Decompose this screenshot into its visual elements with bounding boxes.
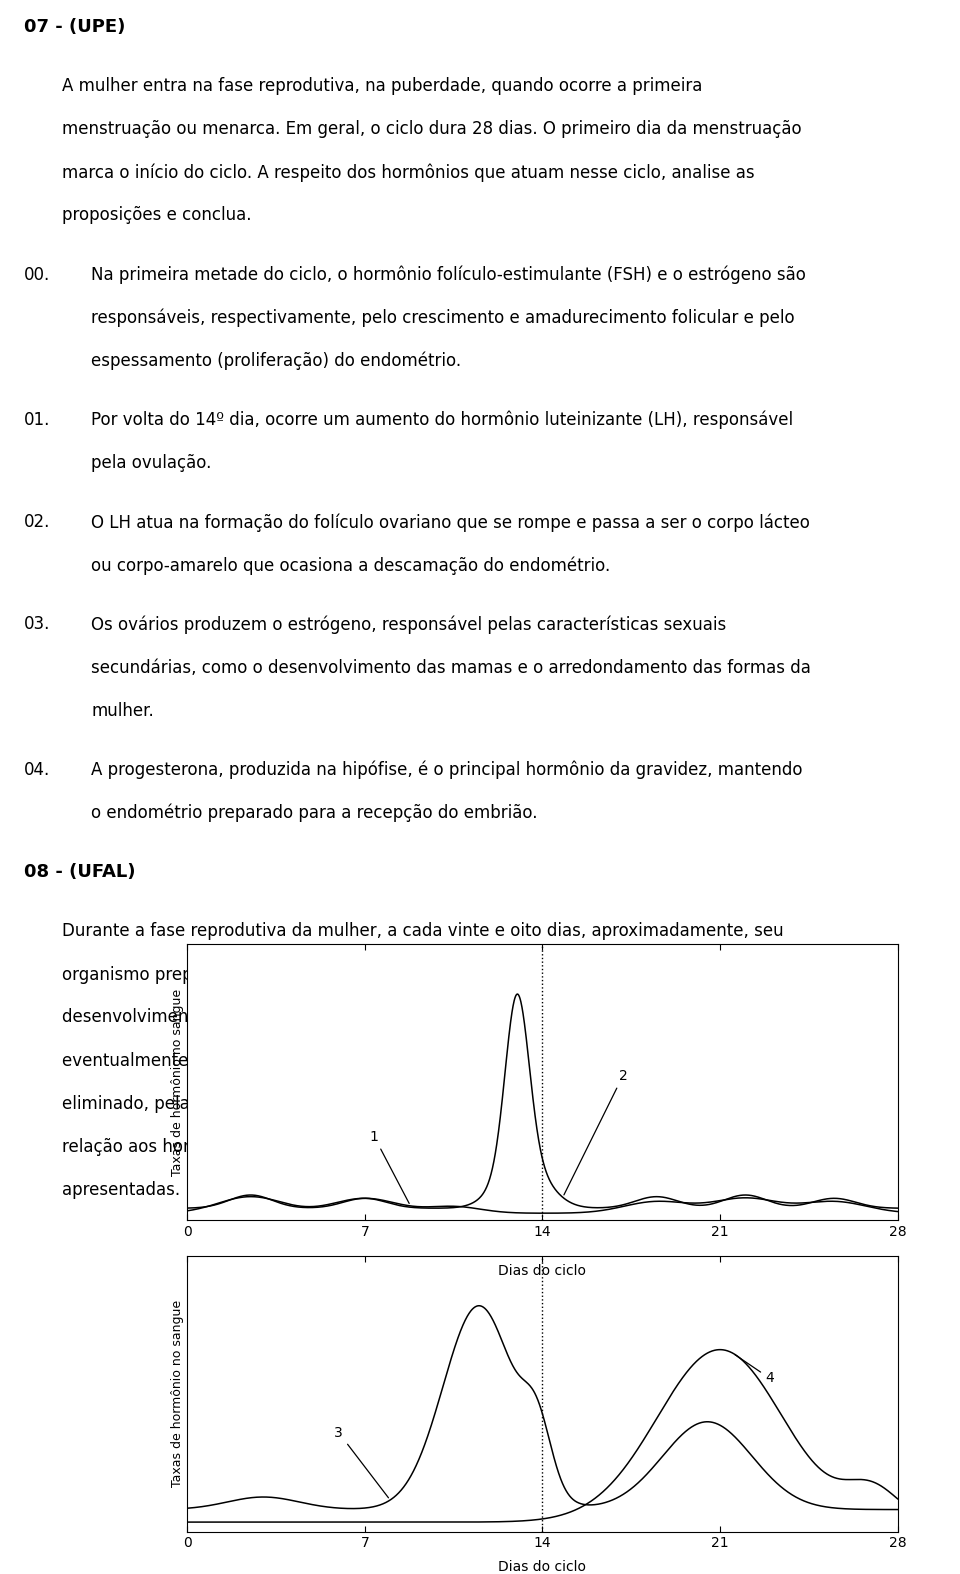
Text: Por volta do 14º dia, ocorre um aumento do hormônio luteinizante (LH), responsáv: Por volta do 14º dia, ocorre um aumento … <box>91 411 793 430</box>
Text: 02.: 02. <box>24 513 50 530</box>
Text: 00.: 00. <box>24 266 50 283</box>
Text: responsáveis, respectivamente, pelo crescimento e amadurecimento folicular e pel: responsáveis, respectivamente, pelo cres… <box>91 309 795 327</box>
Text: 03.: 03. <box>24 615 50 633</box>
Text: marca o início do ciclo. A respeito dos hormônios que atuam nesse ciclo, analise: marca o início do ciclo. A respeito dos … <box>62 164 755 181</box>
Y-axis label: Taxas de hormônio no sangue: Taxas de hormônio no sangue <box>172 1300 184 1487</box>
Text: Dias do ciclo: Dias do ciclo <box>498 1560 587 1574</box>
Text: 04.: 04. <box>24 760 50 779</box>
Text: proposições e conclua.: proposições e conclua. <box>62 206 252 225</box>
Text: 3: 3 <box>334 1426 389 1498</box>
Text: 4: 4 <box>735 1355 775 1385</box>
Text: 2: 2 <box>564 1069 627 1195</box>
Text: relação aos hormônios que participam desse processo, analise as figuras e as pro: relação aos hormônios que participam des… <box>62 1138 815 1157</box>
Y-axis label: Taxas de hormônio no sangue: Taxas de hormônio no sangue <box>172 988 184 1176</box>
Text: mulher.: mulher. <box>91 702 154 719</box>
Text: 07 - (UPE): 07 - (UPE) <box>24 17 126 36</box>
Text: secundárias, como o desenvolvimento das mamas e o arredondamento das formas da: secundárias, como o desenvolvimento das … <box>91 658 811 677</box>
Text: A mulher entra na fase reprodutiva, na puberdade, quando ocorre a primeira: A mulher entra na fase reprodutiva, na p… <box>62 77 703 94</box>
Text: pela ovulação.: pela ovulação. <box>91 453 211 472</box>
Text: desenvolvimento do revestimento da parede uterina, para receber o embrião que: desenvolvimento do revestimento da pared… <box>62 1009 744 1026</box>
Text: 08 - (UFAL): 08 - (UFAL) <box>24 863 135 881</box>
Text: A progesterona, produzida na hipófise, é o principal hormônio da gravidez, mante: A progesterona, produzida na hipófise, é… <box>91 760 803 779</box>
Text: o endométrio preparado para a recepção do embrião.: o endométrio preparado para a recepção d… <box>91 804 538 822</box>
Text: menstruação ou menarca. Em geral, o ciclo dura 28 dias. O primeiro dia da menstr: menstruação ou menarca. Em geral, o cicl… <box>62 120 802 139</box>
Text: 01.: 01. <box>24 411 50 428</box>
Text: Na primeira metade do ciclo, o hormônio folículo-estimulante (FSH) e o estrógeno: Na primeira metade do ciclo, o hormônio … <box>91 266 806 283</box>
Text: eventualmente se forme. Se a fecundação não ocorre, o revestimento do endométrio: eventualmente se forme. Se a fecundação … <box>62 1051 788 1070</box>
Text: Durante a fase reprodutiva da mulher, a cada vinte e oito dias, aproximadamente,: Durante a fase reprodutiva da mulher, a … <box>62 922 784 940</box>
Text: ou corpo-amarelo que ocasiona a descamação do endométrio.: ou corpo-amarelo que ocasiona a descamaç… <box>91 556 611 575</box>
Text: Dias do ciclo: Dias do ciclo <box>498 1264 587 1278</box>
Text: eliminado, pela menstruação, e o organismo reinicia outro ciclo de preparação. C: eliminado, pela menstruação, e o organis… <box>62 1094 765 1113</box>
Text: Os ovários produzem o estrógeno, responsável pelas características sexuais: Os ovários produzem o estrógeno, respons… <box>91 615 727 634</box>
Text: espessamento (proliferação) do endométrio.: espessamento (proliferação) do endométri… <box>91 351 462 370</box>
Text: apresentadas.: apresentadas. <box>62 1180 180 1199</box>
Text: O LH atua na formação do folículo ovariano que se rompe e passa a ser o corpo lá: O LH atua na formação do folículo ovaria… <box>91 513 810 532</box>
Text: organismo prepara-se para a reprodução, que consiste na produção de óvulo e no: organismo prepara-se para a reprodução, … <box>62 965 745 984</box>
Text: 1: 1 <box>370 1130 409 1204</box>
